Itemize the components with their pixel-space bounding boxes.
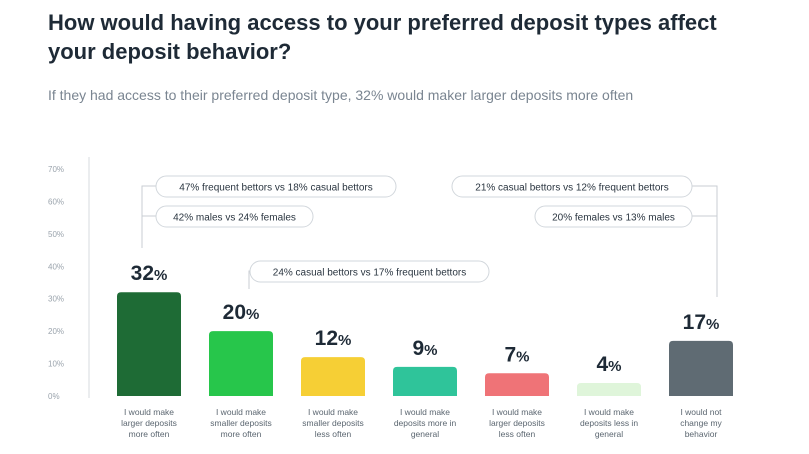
bars [117,292,733,396]
value-labels: 32% 20% 12% 9% 7% 4% 17% [131,262,720,376]
annotation: 21% casual bettors vs 12% frequent betto… [451,175,693,198]
bar [393,366,457,396]
annotation-text: 42% males vs 24% females [173,213,296,224]
annotation-text: 47% frequent bettors vs 18% casual betto… [179,183,372,194]
data-label: 4% [596,353,621,376]
category-label: I would make deposits less in general [580,407,638,439]
bar [301,357,365,396]
data-label: 17% [683,311,720,334]
bar [485,373,549,396]
annotation-text: 24% casual bettors vs 17% frequent betto… [273,268,466,279]
y-tick-label: 40% [48,262,64,271]
category-labels: I would make larger deposits more often I w… [121,407,722,439]
y-tick-label: 0% [48,392,60,401]
y-tick-label: 20% [48,327,64,336]
chart-title: How would having access to your preferre… [48,10,717,64]
y-tick-label: 50% [48,230,64,239]
y-axis-ticks: 0% 10% 20% 30% 40% 50% 60% 70% [48,165,64,401]
category-label: I would make deposits more in general [394,407,457,439]
data-label: 9% [412,337,437,360]
chart-subtitle: If they had access to their preferred de… [48,87,634,103]
category-label: I would make larger deposits more often [121,407,177,439]
annotation: 20% females vs 13% males [534,205,693,228]
annotation: 24% casual bettors vs 17% frequent betto… [249,260,490,283]
annotation-text: 21% casual bettors vs 12% frequent betto… [475,183,668,194]
annotation-callouts: 47% frequent bettors vs 18% casual betto… [141,175,718,297]
y-tick-label: 60% [48,197,64,206]
annotation: 42% males vs 24% females [155,205,314,228]
category-label: I would not change my behavior [680,407,722,439]
annotation: 47% frequent bettors vs 18% casual betto… [155,175,397,198]
data-label: 7% [504,343,529,366]
bar [209,331,273,396]
bar [669,340,733,396]
category-label: I would make smaller deposits more often [210,407,271,439]
bar [117,292,181,396]
category-label: I would make smaller deposits less often [302,407,363,439]
data-label: 32% [131,262,168,285]
data-label: 20% [223,301,260,324]
y-tick-label: 10% [48,360,64,369]
bar [577,383,641,396]
y-tick-label: 70% [48,165,64,174]
data-label: 12% [315,327,352,350]
annotation-text: 20% females vs 13% males [552,213,675,224]
y-tick-label: 30% [48,295,64,304]
category-label: I would make larger deposits less often [489,407,545,439]
